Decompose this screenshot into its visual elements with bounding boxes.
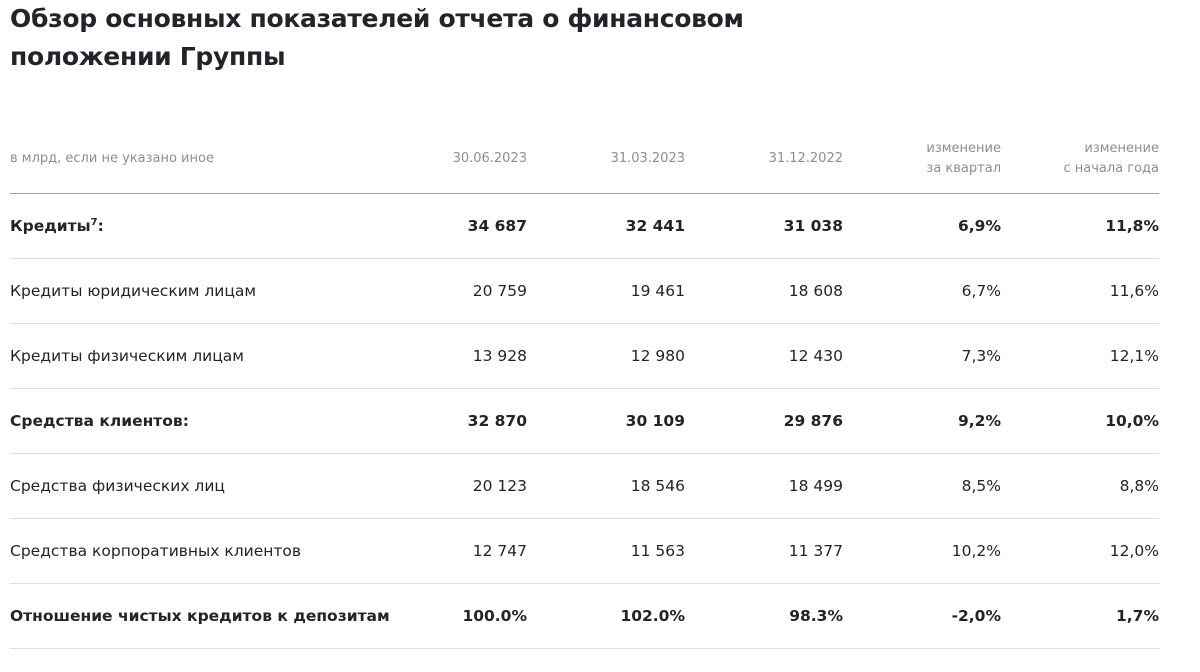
value-2023-03-31: 18 546 (630, 477, 685, 495)
change-quarter: 8,5% (961, 477, 1001, 495)
header-change-ytd: изменение с начала года (1001, 139, 1159, 179)
footnote-marker: 7 (90, 217, 98, 228)
table-row-corporate-loans: Кредиты юридическим лицам 20 759 19 461 … (10, 259, 1159, 324)
table-header: в млрд, если не указано иное 30.06.2023 … (10, 124, 1159, 194)
value-2023-03-31: 32 441 (625, 217, 685, 235)
change-ytd: 10,0% (1105, 412, 1159, 430)
value-2023-06-30: 20 759 (472, 282, 527, 300)
value-2023-06-30: 12 747 (472, 542, 527, 560)
row-label: Средства корпоративных клиентов (10, 542, 302, 560)
row-label: Средства клиентов: (10, 412, 189, 430)
change-quarter: 7,3% (961, 347, 1001, 365)
value-2023-03-31: 102.0% (620, 607, 685, 625)
value-2022-12-31: 98.3% (789, 607, 843, 625)
change-ytd: 11,6% (1109, 282, 1159, 300)
value-2023-06-30: 100.0% (462, 607, 527, 625)
table-row-retail-funds: Средства физических лиц 20 123 18 546 18… (10, 454, 1159, 519)
header-date-2023-03-31: 31.03.2023 (610, 150, 685, 166)
table-row-corporate-funds: Средства корпоративных клиентов 12 747 1… (10, 519, 1159, 584)
change-ytd: 11,8% (1105, 217, 1159, 235)
header-date-2022-12-31: 31.12.2022 (768, 150, 843, 166)
value-2023-03-31: 19 461 (630, 282, 685, 300)
value-2023-06-30: 13 928 (472, 347, 527, 365)
table-row-loan-to-deposit-ratio: Отношение чистых кредитов к депозитам 10… (10, 584, 1159, 649)
table-row-loans: Кредиты7: 34 687 32 441 31 038 6,9% 11,8… (10, 194, 1159, 259)
row-label-text: Кредиты (10, 217, 91, 235)
header-change-quarter-line1: изменение (926, 140, 1001, 156)
value-2022-12-31: 18 608 (788, 282, 843, 300)
row-label: Кредиты7: (10, 217, 430, 235)
value-2022-12-31: 11 377 (788, 542, 843, 560)
value-2022-12-31: 12 430 (788, 347, 843, 365)
row-label: Средства физических лиц (10, 477, 225, 495)
value-2022-12-31: 31 038 (783, 217, 843, 235)
value-2023-03-31: 11 563 (630, 542, 685, 560)
header-change-ytd-line1: изменение (1084, 140, 1159, 156)
row-label: Отношение чистых кредитов к депозитам (10, 607, 390, 625)
value-2023-06-30: 20 123 (472, 477, 527, 495)
value-2023-06-30: 32 870 (467, 412, 527, 430)
header-date-2023-06-30: 30.06.2023 (452, 150, 527, 166)
change-quarter: 6,7% (961, 282, 1001, 300)
change-quarter: -2,0% (951, 607, 1001, 625)
value-2023-03-31: 30 109 (625, 412, 685, 430)
value-2022-12-31: 29 876 (783, 412, 843, 430)
change-ytd: 1,7% (1116, 607, 1159, 625)
page-title: Обзор основных показателей отчета о фина… (10, 4, 744, 71)
change-ytd: 12,0% (1109, 542, 1159, 560)
value-2023-03-31: 12 980 (630, 347, 685, 365)
row-label-suffix: : (97, 217, 104, 235)
table-row-retail-loans: Кредиты физическим лицам 13 928 12 980 1… (10, 324, 1159, 389)
header-change-ytd-line2: с начала года (1063, 160, 1159, 176)
change-quarter: 10,2% (951, 542, 1001, 560)
change-ytd: 8,8% (1119, 477, 1159, 495)
change-quarter: 6,9% (958, 217, 1001, 235)
value-2022-12-31: 18 499 (788, 477, 843, 495)
header-change-quarter-line2: за квартал (926, 160, 1001, 176)
change-ytd: 12,1% (1109, 347, 1159, 365)
row-label: Кредиты юридическим лицам (10, 282, 257, 300)
financial-position-table: в млрд, если не указано иное 30.06.2023 … (10, 124, 1159, 649)
change-quarter: 9,2% (958, 412, 1001, 430)
header-change-quarter: изменение за квартал (843, 139, 1001, 179)
row-label: Кредиты физическим лицам (10, 347, 244, 365)
value-2023-06-30: 34 687 (467, 217, 527, 235)
unit-note: в млрд, если не указано иное (10, 150, 214, 166)
table-row-customer-funds: Средства клиентов: 32 870 30 109 29 876 … (10, 389, 1159, 454)
